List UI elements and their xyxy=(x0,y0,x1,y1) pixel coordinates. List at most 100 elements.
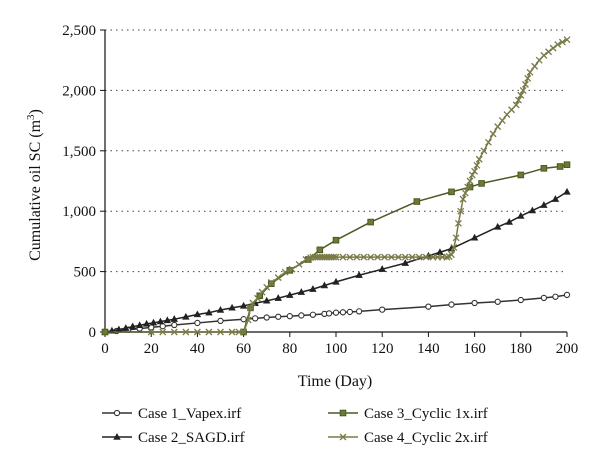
series-2-point-32 xyxy=(493,222,502,230)
series-4-point-3 xyxy=(182,328,190,336)
legend-swatch-marker-1 xyxy=(113,409,121,417)
series-4-point-40 xyxy=(381,253,388,261)
series-2-point-8 xyxy=(156,317,165,325)
y-tick-label-4: 2,000 xyxy=(62,83,96,99)
series-4-point-4 xyxy=(193,328,201,336)
series-2-point-16 xyxy=(239,301,248,309)
y-tick-label-1: 500 xyxy=(74,265,97,281)
series-4-point-18 xyxy=(281,268,289,276)
series-1-point-20 xyxy=(346,308,354,316)
x-tick-label-4: 80 xyxy=(282,341,297,357)
series-4-point-86 xyxy=(563,36,571,44)
series-2-point-36 xyxy=(540,201,548,208)
y-tick-label-2: 1,000 xyxy=(62,204,96,220)
series-2-point-21 xyxy=(297,288,306,295)
series-2-point-14 xyxy=(216,305,225,313)
series-4-point-56 xyxy=(457,207,465,215)
series-4-point-11 xyxy=(247,304,254,312)
series-4-point-66 xyxy=(485,138,492,146)
series-1-point-14 xyxy=(298,312,305,319)
series-4-point-84 xyxy=(554,41,562,48)
series-2-point-33 xyxy=(505,218,513,225)
series-1-point-7 xyxy=(194,319,201,327)
series-4-point-77 xyxy=(524,74,532,82)
series-3 xyxy=(101,161,571,336)
series-4-point-75 xyxy=(519,86,527,94)
series-4-point-19 xyxy=(288,265,296,273)
series-4-point-21 xyxy=(302,256,310,263)
series-4-point-62 xyxy=(471,167,479,175)
series-4-point-60 xyxy=(466,177,474,185)
series-4-point-78 xyxy=(526,68,534,76)
series-4-point-50 xyxy=(443,253,451,261)
series-4-point-41 xyxy=(387,253,395,261)
series-2-point-20 xyxy=(286,291,294,298)
x-tick-label-5: 100 xyxy=(325,341,348,357)
x-axis-title: Time (Day) xyxy=(298,373,373,390)
series-1-point-18 xyxy=(332,309,340,316)
x-tick-label-1: 20 xyxy=(144,341,159,357)
series-4-point-72 xyxy=(512,101,520,109)
series-2-point-15 xyxy=(228,303,236,311)
series-1-point-12 xyxy=(275,313,282,320)
series-4-point-55 xyxy=(454,219,462,227)
series-2-point-13 xyxy=(205,308,213,316)
series-3-line xyxy=(105,163,568,333)
series-3-point-0 xyxy=(101,328,109,336)
series-1-point-10 xyxy=(251,315,259,322)
series-2-point-38 xyxy=(563,187,571,195)
series-2-point-22 xyxy=(309,285,317,292)
y-axis-title: Cumulative oil SC (m3) xyxy=(25,109,44,261)
series-3-point-9 xyxy=(367,218,374,226)
y-axis-title-close: ) xyxy=(27,109,44,114)
series-4-point-57 xyxy=(459,195,467,203)
series-4-point-81 xyxy=(540,51,548,59)
series-4-point-79 xyxy=(531,62,539,70)
series-4-point-85 xyxy=(558,38,566,46)
y-tick-label-0: 0 xyxy=(89,325,97,341)
series-2-point-34 xyxy=(517,212,525,219)
series-4-point-13 xyxy=(254,294,261,302)
series-4-point-34 xyxy=(339,253,347,261)
x-tick-label-6: 120 xyxy=(371,341,394,357)
legend-swatch-marker-3 xyxy=(339,409,347,417)
series-1-point-25 xyxy=(471,299,478,307)
series-1-point-13 xyxy=(286,313,293,320)
x-tick-label-3: 60 xyxy=(236,341,251,357)
gridlines xyxy=(105,29,567,273)
series-1-point-22 xyxy=(379,306,386,313)
series-2-point-11 xyxy=(182,312,190,320)
series-1-point-24 xyxy=(448,301,455,308)
series-4-point-42 xyxy=(394,253,402,261)
legend-swatch-marker-2 xyxy=(113,432,121,440)
series-1-point-23 xyxy=(425,303,432,310)
series-3-point-11 xyxy=(448,188,455,196)
series-4-point-39 xyxy=(374,253,382,261)
legend-label-4: Case 4_Cyclic 2x.irf xyxy=(364,430,488,446)
legend-item-3: Case 3_Cyclic 1x.irf xyxy=(328,406,488,422)
series-3-point-8 xyxy=(332,236,340,244)
x-tick-label-2: 40 xyxy=(190,341,205,357)
series-1-point-29 xyxy=(552,293,559,300)
series-2-point-5 xyxy=(135,321,144,329)
tick-labels: 0 500 1,000 1,500 2,000 2,500 0 20 40 60 80 100 120 1… xyxy=(62,23,578,357)
series-1-point-6 xyxy=(171,321,178,329)
series-1-point-9 xyxy=(240,316,247,323)
series-4-point-43 xyxy=(401,253,409,261)
series-1-point-17 xyxy=(325,310,333,317)
series-3-point-4 xyxy=(268,280,275,287)
series-4-point-53 xyxy=(450,243,458,251)
series-2-point-3 xyxy=(122,324,130,331)
series-4-point-58 xyxy=(461,189,469,197)
series-4-point-67 xyxy=(489,130,497,138)
x-tick-label-7: 140 xyxy=(417,341,440,357)
legend-label-3: Case 3_Cyclic 1x.irf xyxy=(364,406,488,422)
series-1 xyxy=(101,291,571,336)
series-4-point-73 xyxy=(515,96,522,104)
series-4-point-20 xyxy=(295,260,303,268)
series-4-point-74 xyxy=(517,91,525,99)
series-4-point-17 xyxy=(274,274,282,282)
data-series xyxy=(101,36,571,336)
y-axis-title-main: Cumulative oil SC (m xyxy=(27,119,44,260)
series-3-point-7 xyxy=(316,246,324,254)
